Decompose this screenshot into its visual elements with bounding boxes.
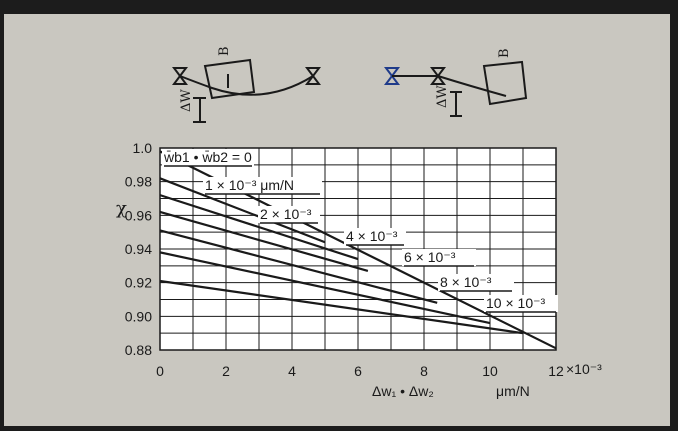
- housing-box: [203, 58, 256, 100]
- series-label: w̄b1 • w̄b2 = 0: [163, 149, 252, 165]
- y-axis-label: χ: [116, 198, 127, 219]
- series-label: 6 × 10⁻³: [404, 249, 456, 265]
- x-tick-label: 8: [420, 363, 428, 379]
- series-line: [159, 210, 369, 272]
- series-label: 1 × 10⁻³ μm/N: [205, 177, 294, 193]
- y-tick-label: 0.92: [125, 275, 152, 291]
- series-line: [159, 251, 491, 325]
- right-housing-box: [482, 60, 528, 106]
- series-label: 8 × 10⁻³: [440, 274, 492, 290]
- series-label: 10 × 10⁻³: [486, 295, 545, 311]
- spindle-line: [179, 75, 314, 96]
- series-label: 2 × 10⁻³: [260, 206, 312, 222]
- schematic-right-label-b: B: [497, 48, 512, 58]
- axis-ticks: 0 2 4 6 8 10 12 0.88 0.90 0.92 0.94 0.96 0.98 1.0: [125, 140, 564, 379]
- x-tick-label: 6: [354, 363, 362, 379]
- x-tick-label: 4: [288, 363, 296, 379]
- x-axis-label: Δw₁ • Δw₂: [372, 383, 434, 399]
- series-line: [159, 229, 438, 304]
- series-label: 4 × 10⁻³: [346, 228, 398, 244]
- plot-frame: [159, 147, 557, 351]
- schematic-left: [172, 58, 321, 123]
- y-tick-label: 0.90: [125, 308, 152, 324]
- x-tick-label: 12: [548, 363, 564, 379]
- schematic-left-label-b: B: [217, 46, 232, 56]
- y-tick-label: 0.88: [125, 342, 152, 358]
- series-line: [159, 194, 359, 261]
- series-line: [159, 279, 524, 335]
- right-left-support: [384, 67, 400, 85]
- y-tick-label: 0.98: [125, 174, 152, 190]
- series-label-bg: [344, 228, 406, 245]
- schematic-right: [384, 60, 528, 117]
- x-tick-label: 2: [222, 363, 230, 379]
- series-label-bg: [258, 206, 320, 223]
- y-tick-label: 0.96: [125, 207, 152, 223]
- schematic-left-label-dw: ΔW: [179, 89, 194, 112]
- schematic-right-label-dw: ΔW: [435, 85, 450, 108]
- x-tick-label: 10: [482, 363, 498, 379]
- y-tick-label: 1.0: [133, 140, 153, 156]
- right-deflection-mark: [450, 91, 462, 117]
- right-support: [305, 67, 321, 85]
- series-label-bg: [162, 149, 254, 166]
- y-tick-label: 0.94: [125, 241, 152, 257]
- series-label-bg: [484, 295, 558, 312]
- series-label-bg: [203, 177, 322, 194]
- left-support: [172, 67, 188, 85]
- deflection-mark: [193, 97, 206, 123]
- x-tick-label: 0: [156, 363, 164, 379]
- right-mid-support: [430, 67, 446, 85]
- series-label-bg: [402, 249, 476, 266]
- x-axis-unit: μm/N: [496, 383, 530, 399]
- series-line: [159, 177, 326, 244]
- series-label-bg: [438, 274, 514, 291]
- series-labels: w̄b1 • w̄b2 = 0 1 × 10⁻³ μm/N 2 × 10⁻³ 4 × …: [162, 149, 558, 313]
- x-axis-multiplier: ×10⁻³: [566, 361, 602, 377]
- right-spindle-line: [392, 75, 507, 97]
